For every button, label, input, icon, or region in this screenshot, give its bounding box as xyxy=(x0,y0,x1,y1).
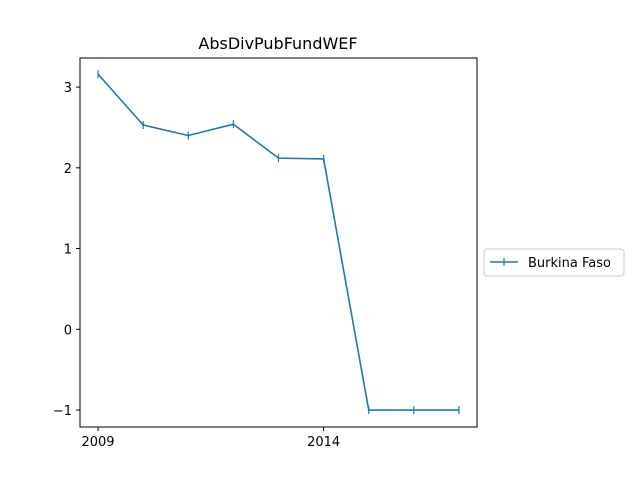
plot-frame xyxy=(79,57,478,428)
plot-area xyxy=(79,57,478,428)
x-axis: 2009 2014 xyxy=(81,427,340,450)
y-tick-label: 3 xyxy=(64,81,72,96)
y-tick-label: −1 xyxy=(53,404,72,419)
y-tick-label: 2 xyxy=(64,162,72,177)
x-tick-label: 2014 xyxy=(307,435,340,450)
legend-label: Burkina Faso xyxy=(528,256,611,271)
series-layer xyxy=(97,70,460,415)
y-axis: −1 0 1 2 3 xyxy=(53,81,80,419)
y-tick-label: 0 xyxy=(64,323,72,338)
y-tick-label: 1 xyxy=(64,243,72,258)
legend-box xyxy=(483,248,625,277)
legend[interactable]: Burkina Faso xyxy=(483,248,625,277)
chart-title: AbsDivPubFundWEF xyxy=(198,34,357,53)
x-tick-label: 2009 xyxy=(81,435,114,450)
